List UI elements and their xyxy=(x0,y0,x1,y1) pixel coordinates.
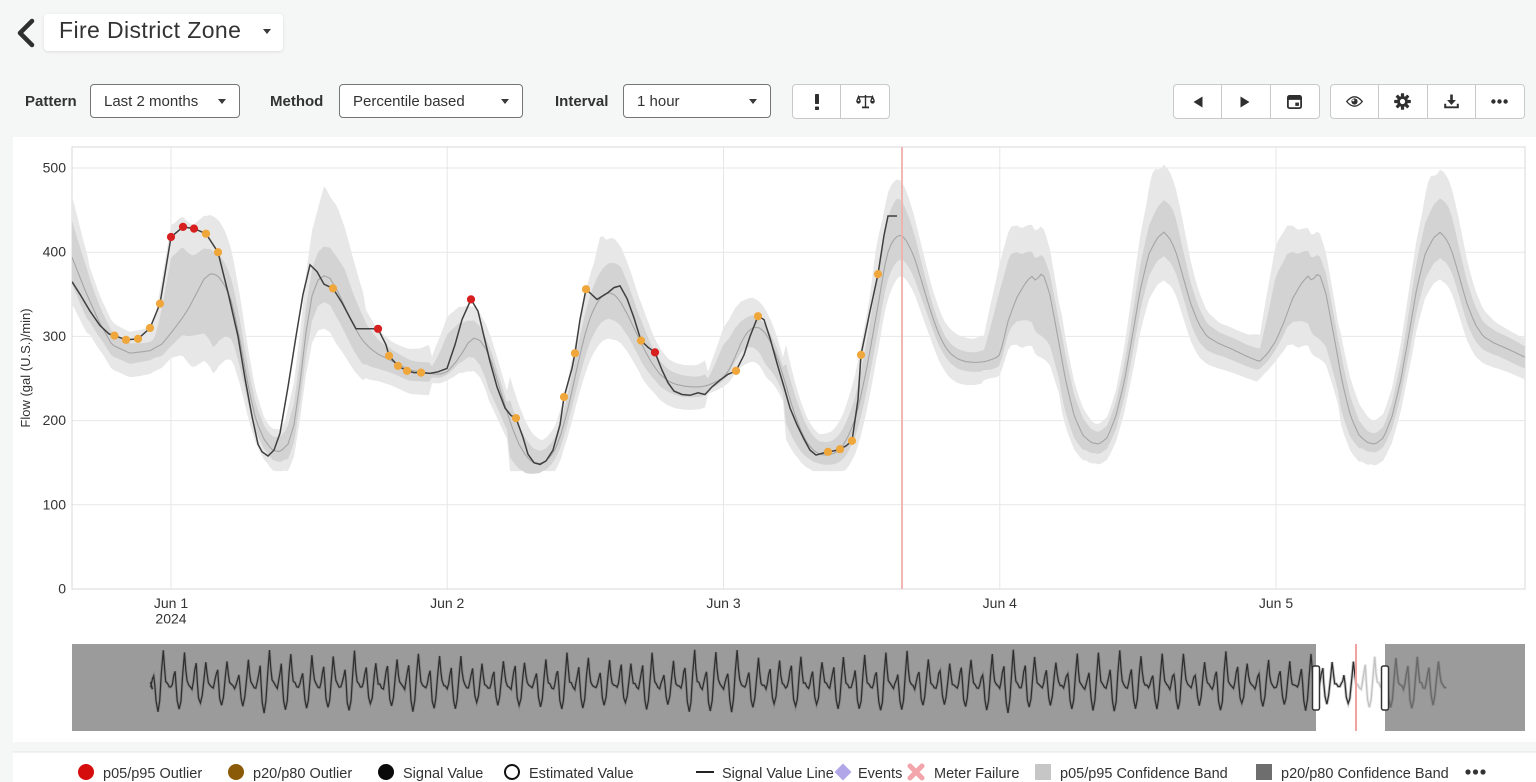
svg-text:Flow (gal (U.S.)/min): Flow (gal (U.S.)/min) xyxy=(18,308,33,427)
svg-text:Jun 1: Jun 1 xyxy=(154,595,188,611)
svg-text:p05/p95 Confidence Band: p05/p95 Confidence Band xyxy=(1060,766,1228,782)
svg-text:2024: 2024 xyxy=(155,611,186,627)
svg-text:Signal Value: Signal Value xyxy=(403,766,483,782)
svg-text:Events: Events xyxy=(858,766,902,782)
svg-text:p20/p80 Confidence Band: p20/p80 Confidence Band xyxy=(1281,766,1449,782)
svg-text:Jun 4: Jun 4 xyxy=(983,595,1017,611)
svg-text:p20/p80 Outlier: p20/p80 Outlier xyxy=(253,766,352,782)
svg-text:Jun 3: Jun 3 xyxy=(706,595,740,611)
svg-text:Jun 2: Jun 2 xyxy=(430,595,464,611)
svg-text:200: 200 xyxy=(43,412,67,428)
svg-text:300: 300 xyxy=(43,328,67,344)
svg-text:Jun 5: Jun 5 xyxy=(1259,595,1293,611)
svg-text:Meter Failure: Meter Failure xyxy=(934,766,1019,782)
svg-text:p05/p95 Outlier: p05/p95 Outlier xyxy=(103,766,202,782)
svg-text:Signal Value Line: Signal Value Line xyxy=(722,766,834,782)
svg-text:500: 500 xyxy=(43,160,67,176)
svg-text:0: 0 xyxy=(58,581,66,597)
svg-text:100: 100 xyxy=(43,496,67,512)
svg-text:Estimated Value: Estimated Value xyxy=(529,766,634,782)
svg-text:400: 400 xyxy=(43,244,67,260)
